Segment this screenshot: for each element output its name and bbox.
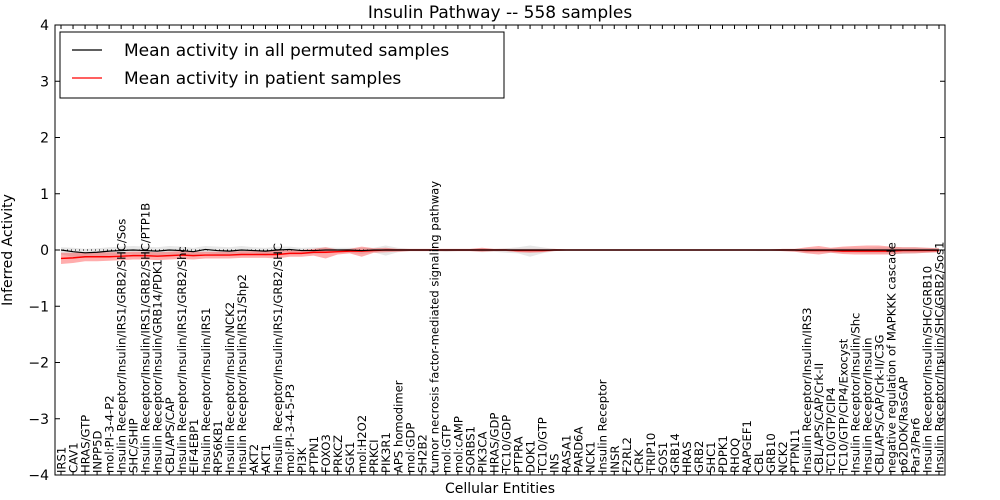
y-tick-label: 1 (40, 187, 49, 203)
category-label: p62DOK/RasGAP (896, 376, 910, 473)
category-label: DOK1 (524, 440, 538, 473)
category-label: Insulin Receptor/Insulin/IRS1/Shp2 (235, 274, 249, 473)
category-label: Insulin Receptor/Insulin/SHC/GRB10 (920, 266, 934, 473)
category-label: GRB2 (692, 441, 706, 473)
category-label: RAPGEF1 (740, 420, 754, 473)
category-label: Insulin Receptor/Insulin/IRS1 (199, 307, 213, 473)
legend-label-patient: Mean activity in patient samples (124, 69, 401, 89)
category-label: SOS1 (656, 442, 670, 473)
category-label: Insulin Receptor/Insulin/IRS1/GRB2/SHC (271, 243, 285, 473)
category-label: CBL (752, 450, 766, 473)
category-label: mol:cAMP (451, 416, 465, 473)
chart-title: Insulin Pathway -- 558 samples (368, 3, 633, 23)
legend-label-permuted: Mean activity in all permuted samples (124, 41, 449, 61)
category-label: EIF4EBP1 (187, 419, 201, 473)
category-label: PIK3R1 (379, 432, 393, 473)
category-label: TC10/GTP/CIP4 (824, 387, 838, 474)
category-labels: IRS1CAV1HRAS/GTPINPP5Dmol:PI-3-4-P2Insul… (55, 181, 947, 474)
category-label: SHC1 (704, 441, 718, 473)
category-label: Insulin Receptor/Insulin/IRS1/GRB2/SHC/P… (139, 203, 153, 473)
category-label: TRIP10 (644, 433, 658, 474)
category-label: RHOQ (728, 438, 742, 473)
y-axis-label: Inferred Activity (0, 194, 16, 306)
category-label: APS homodimer (391, 380, 405, 473)
category-label: RPS6KB1 (211, 420, 225, 473)
category-label: SGK1 (343, 442, 357, 473)
category-label: FOXO3 (319, 434, 333, 473)
category-label: mol:H2O2 (355, 415, 369, 473)
category-label: INPP5D (91, 431, 105, 473)
legend: Mean activity in all permuted samples Me… (59, 31, 505, 99)
category-label: CRK (632, 449, 646, 473)
category-label: GRB10 (764, 433, 778, 473)
category-label: TC10/GDP (500, 415, 514, 474)
category-label: Insulin Receptor/Insulin (860, 338, 874, 473)
category-label: NCK2 (776, 441, 790, 473)
category-label: Insulin Receptor/Insulin/IRS1/GRB2/Shc (175, 246, 189, 473)
y-tick-label: −4 (28, 468, 49, 484)
category-label: CBL/APS/CAP (163, 397, 177, 473)
category-label: mol:PI-3-4-P2 (103, 395, 117, 473)
y-tick-label: 3 (40, 74, 49, 90)
category-label: Insulin Receptor/Insulin/IRS3 (800, 307, 814, 473)
y-tick-label: 0 (40, 243, 49, 259)
y-tick-label: −3 (28, 412, 49, 428)
category-label: Insulin Receptor/Insulin/Shc (848, 313, 862, 473)
category-label: Par3/Par6 (908, 418, 922, 473)
category-label: SHC/SHIP (127, 418, 141, 473)
category-label: INSR (608, 445, 622, 473)
category-label: Insulin Receptor/Insulin/IRS1/GRB2/SHC/S… (115, 219, 129, 473)
y-tick-label: −2 (28, 356, 49, 372)
category-label: negative regulation of MAPKKK cascade (884, 242, 898, 473)
category-label: RASA1 (560, 435, 574, 473)
category-label: PTPRA (512, 436, 526, 473)
category-label: mol:GTP (439, 425, 453, 473)
category-label: AKT2 (247, 444, 261, 473)
category-label: F2RL2 (620, 437, 634, 473)
category-label: TC10/GTP/CIP4/Exocyst (836, 338, 850, 474)
category-label: PARD6A (572, 426, 586, 473)
category-label: Insulin Receptor/Insulin/GRB14/PDK1 (151, 259, 165, 473)
category-label: HRAS/GDP (487, 413, 501, 473)
category-label: Insulin Receptor/Insulin/SHC/GRB2/Sos1 (932, 241, 946, 473)
category-label: HRAS (680, 441, 694, 473)
category-label: PRKCZ (331, 435, 345, 473)
permuted-confidence-band (61, 245, 939, 258)
category-label: CBL/APS/CAP/Crk-II (812, 363, 826, 473)
x-axis-ticks (60, 25, 940, 475)
category-label: PI3K (295, 447, 309, 473)
category-label: PRKCI (367, 439, 381, 473)
category-label: mol:PI-3-4-5-P3 (283, 384, 297, 473)
category-label: INS (548, 454, 562, 473)
category-label: mol:GDP (403, 423, 417, 473)
category-label: CAV1 (67, 442, 81, 473)
category-label: NCK1 (584, 441, 598, 473)
x-axis-label: Cellular Entities (445, 481, 555, 497)
category-label: tumor necrosis factor-mediated signaling… (427, 181, 441, 473)
category-label: HRAS/GTP (79, 415, 93, 473)
category-label: SORBS1 (463, 426, 477, 473)
category-label: PTPN11 (788, 429, 802, 474)
category-label: TC10/GTP (536, 417, 550, 474)
category-label: AKT1 (259, 444, 273, 473)
y-tick-label: 4 (40, 18, 49, 34)
category-label: PIK3CA (475, 432, 489, 473)
category-label: SH2B2 (415, 434, 429, 473)
category-label: GRB14 (668, 433, 682, 473)
confidence-bands (61, 245, 939, 265)
category-label: PTPN1 (307, 436, 321, 473)
legend-box (59, 31, 505, 99)
category-label: IRS1 (55, 447, 69, 473)
category-label: Insulin Receptor/Insulin/NCK2 (223, 302, 237, 473)
y-tick-label: 2 (40, 131, 49, 147)
category-label: Insulin Receptor (596, 379, 610, 473)
category-label: CBL/APS/CAP/Crk-II/C3G (872, 334, 886, 473)
y-axis-ticks: −4 −3 −2 −1 0 1 2 3 4 (28, 18, 945, 484)
y-tick-label: −1 (28, 299, 49, 315)
category-label: PDPK1 (716, 435, 730, 473)
